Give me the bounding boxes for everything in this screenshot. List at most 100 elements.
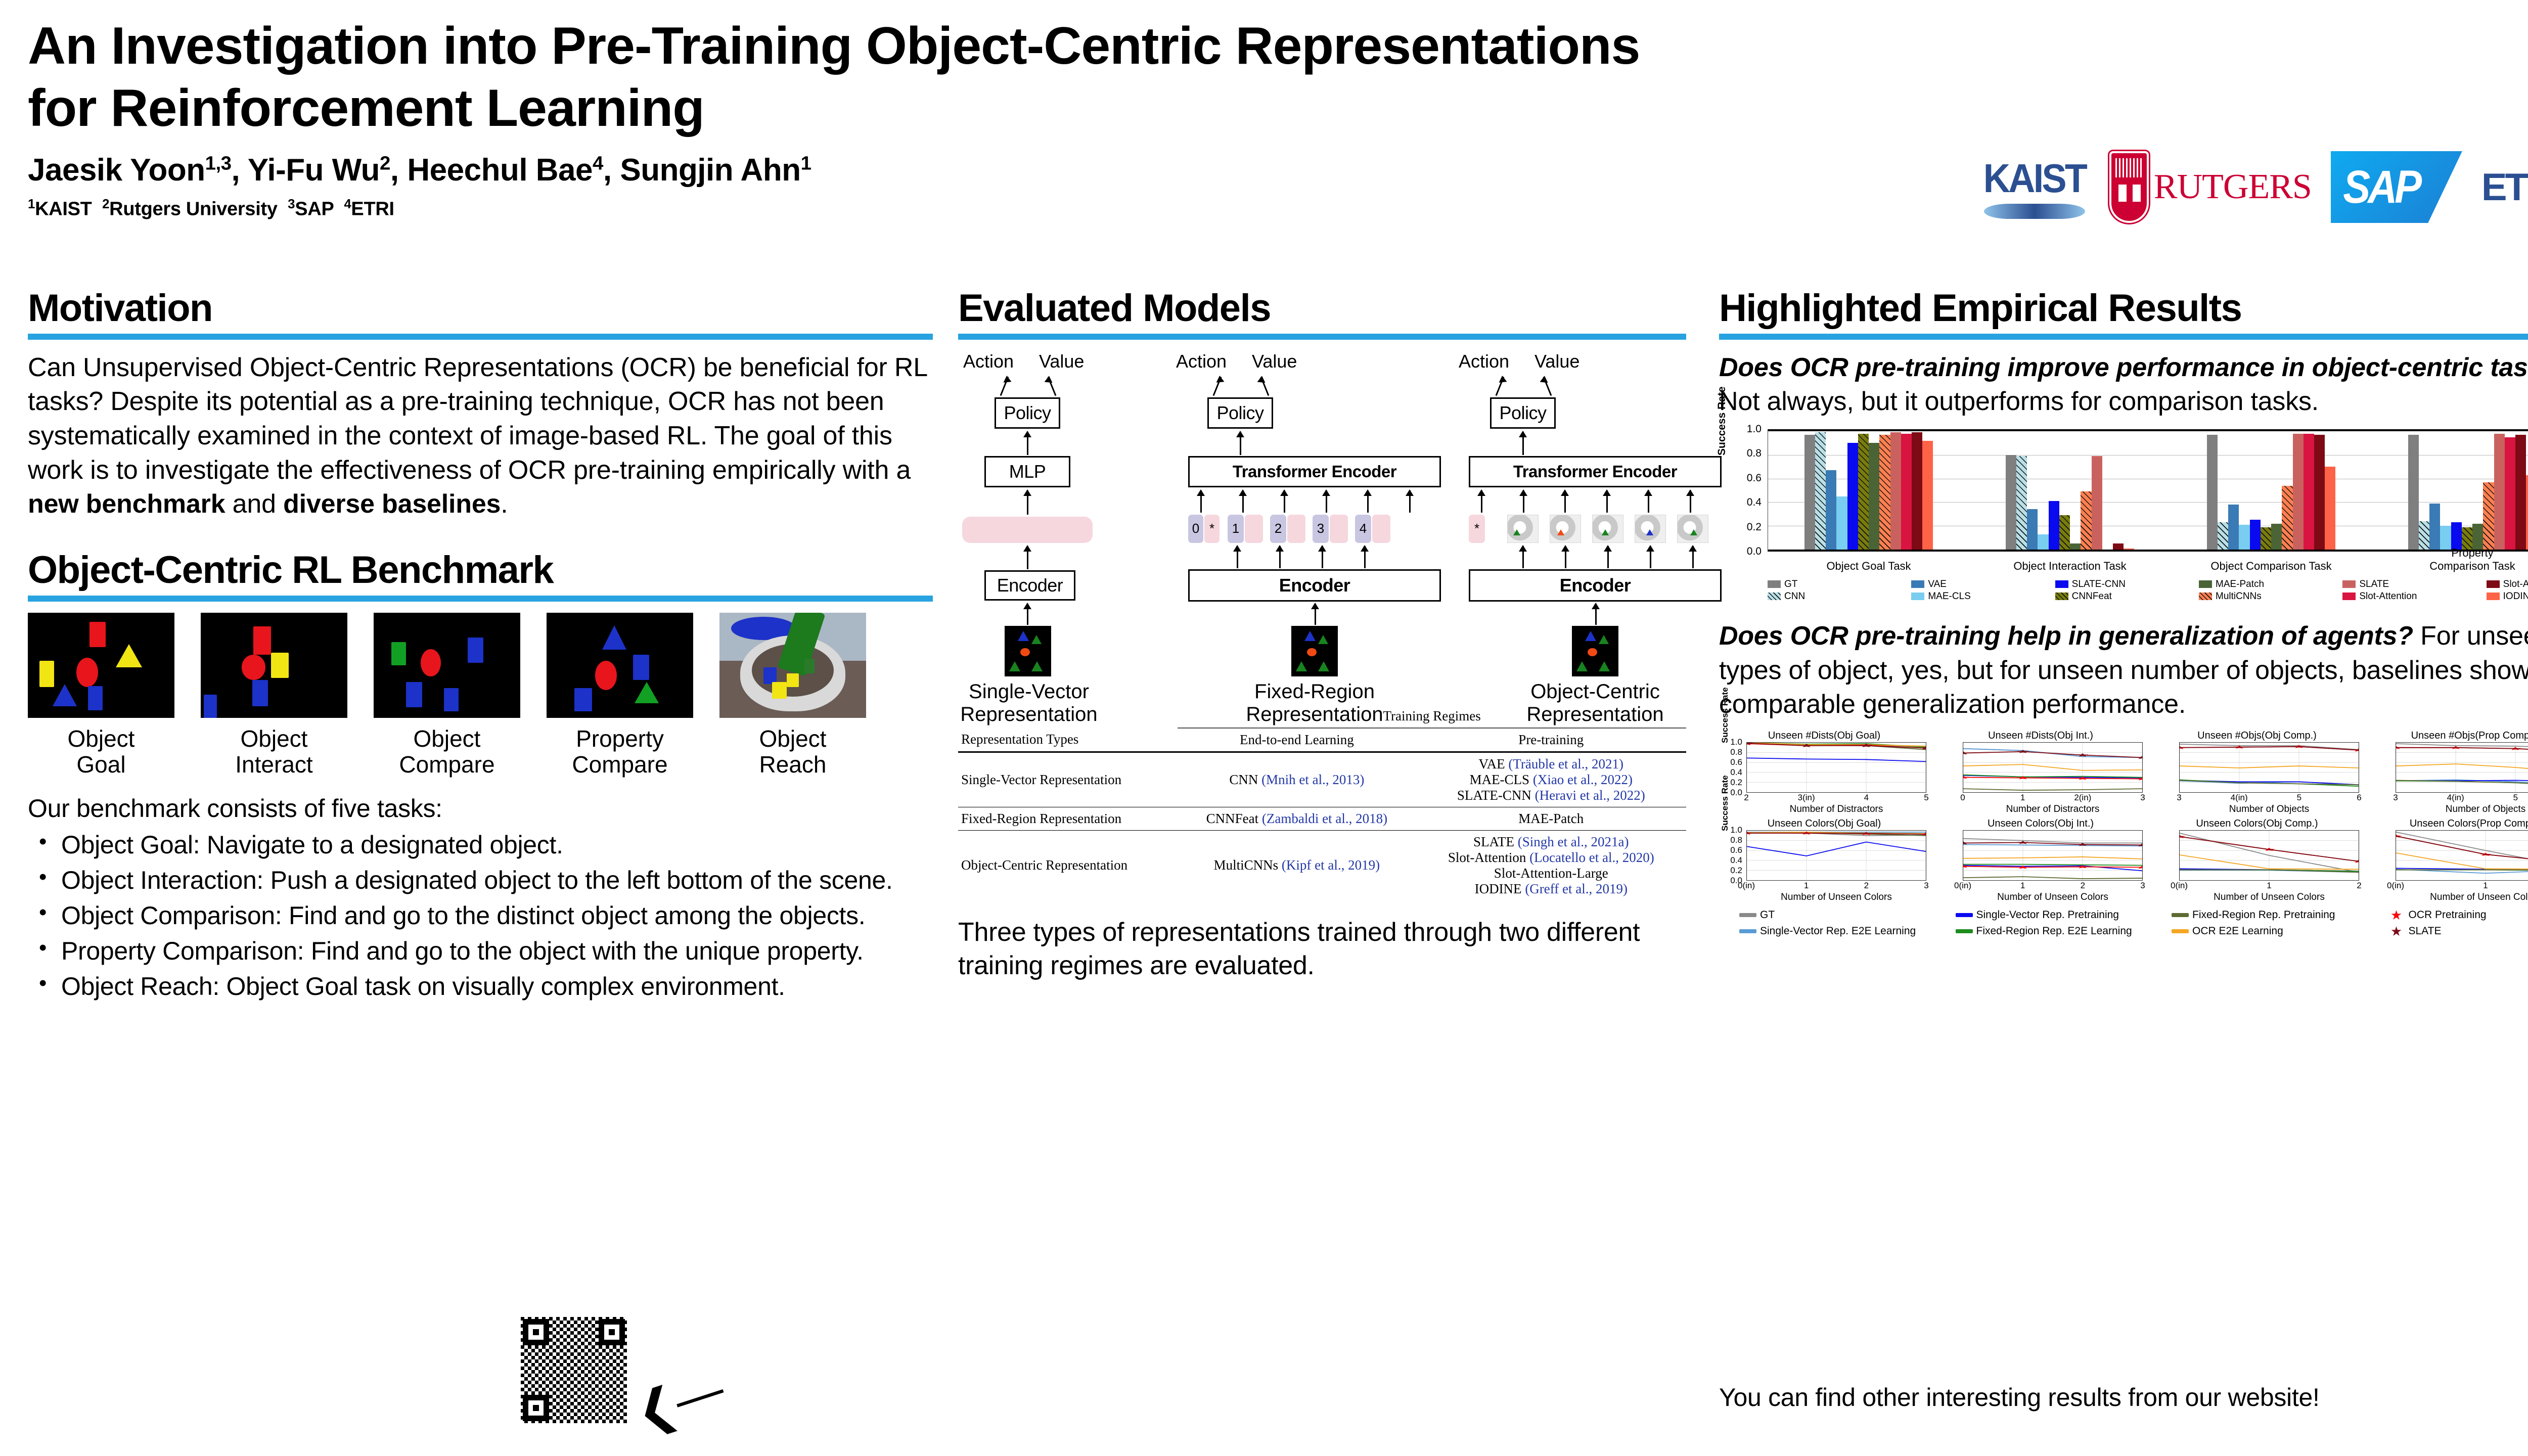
line-chart-xtick: 3 bbox=[2140, 880, 2145, 890]
arrow-icon bbox=[1406, 489, 1414, 513]
bar bbox=[2504, 437, 2515, 550]
arrow-icon bbox=[1318, 544, 1326, 568]
results-question-1: Does OCR pre-training improve performanc… bbox=[1719, 351, 2528, 419]
mlp-box: MLP bbox=[984, 456, 1070, 487]
legend-swatch bbox=[1739, 929, 1756, 933]
feature-token bbox=[1287, 514, 1305, 543]
row-label: Single-Vector Representation bbox=[961, 771, 1122, 787]
cell-pre: VAE (Träuble et al., 2021) MAE-CLS (Xiao … bbox=[1416, 752, 1686, 807]
arrow-icon bbox=[1023, 602, 1031, 625]
table-row: Fixed-Region Representation CNNFeat (Zam… bbox=[958, 807, 1686, 831]
benchmark-task-label: Property Compare bbox=[572, 725, 668, 778]
line-chart-plot bbox=[2396, 742, 2528, 793]
object-reach-scene-image bbox=[719, 612, 866, 718]
rutgers-logo: RUTGERS bbox=[2107, 150, 2312, 224]
line-chart-xtick: 3 bbox=[2177, 792, 2182, 802]
table-cell-entry: MAE-CLS (Xiao et al., 2022) bbox=[1469, 771, 1633, 787]
kaist-lens-shape bbox=[1983, 204, 2085, 219]
bar-chart-xtick: Object Interaction Task bbox=[2013, 559, 2127, 572]
line-chart-xlabel: Number of Distractors bbox=[2006, 803, 2100, 814]
bar bbox=[2451, 522, 2462, 550]
line-chart-xtick: 1 bbox=[1803, 880, 1809, 890]
legend-swatch bbox=[1739, 913, 1756, 917]
gridline bbox=[1768, 454, 2528, 456]
table-cell-entry: MAE-Patch bbox=[1518, 810, 1584, 826]
affiliation-list: 1KAIST 2Rutgers University 3SAP 4ETRI bbox=[28, 197, 394, 220]
legend-item: Fixed-Region Rep. Pretraining bbox=[2172, 909, 2383, 921]
benchmark-thumbnail-row: Object Goal Object Interact bbox=[28, 612, 933, 778]
section-rule-motivation bbox=[28, 333, 933, 340]
action-label: Action bbox=[1459, 350, 1510, 372]
line-chart-xlabel: Number of Objects bbox=[2445, 803, 2526, 814]
line-chart-xlabel: Number of Unseen Colors bbox=[1781, 891, 1892, 902]
transformer-encoder-box: Transformer Encoder bbox=[1188, 456, 1441, 487]
bar-chart-ytick: 1.0 bbox=[1746, 423, 1762, 435]
line-chart-ytick: 0.4 bbox=[1730, 767, 1742, 777]
bar-chart-ytick: 0.0 bbox=[1746, 545, 1762, 557]
bar bbox=[2282, 485, 2293, 550]
model-architecture-diagram: Action Value Policy MLP Encoder Single-Vecto… bbox=[958, 350, 1722, 725]
legend-item: CNNFeat bbox=[2055, 591, 2196, 602]
table-cell-entry: CNN (Mnih et al., 2013) bbox=[1229, 771, 1365, 787]
bar bbox=[2059, 515, 2070, 550]
legend-swatch bbox=[1768, 580, 1781, 588]
benchmark-task-label: Object Interact bbox=[235, 725, 313, 778]
property-compare-scene-image bbox=[547, 612, 693, 718]
gridline bbox=[1768, 502, 2528, 503]
cell-pre: SLATE (Singh et al., 2021a) Slot-Attentio… bbox=[1416, 830, 1686, 900]
legend-label: MAE-CLS bbox=[1928, 590, 1971, 602]
bar bbox=[2228, 505, 2239, 550]
bar bbox=[2081, 491, 2092, 550]
value-label: Value bbox=[1252, 350, 1297, 372]
bar-chart-wrap: Success Rate 0.0 0.2 0.4 0.6 0.8 1.0 Object Goa… bbox=[1716, 386, 2528, 602]
arrow-icon bbox=[1000, 376, 1009, 396]
position-token: 0 bbox=[1188, 514, 1203, 543]
legend-label: Fixed-Region Rep. E2E Learning bbox=[1976, 925, 2132, 937]
section-rule-benchmark bbox=[28, 595, 933, 602]
results-q2-answer: For unseen types of object, yes, but for… bbox=[1719, 621, 2528, 719]
results-question-2: Does OCR pre-training help in generaliza… bbox=[1719, 619, 2528, 722]
line-chart-0: Unseen #Dists(Obj Goal) Success Rate 0.0 0… bbox=[1719, 687, 1929, 816]
bar-chart-xtick: Object Goal Task bbox=[1826, 559, 1911, 572]
etri-logo: ETRI bbox=[2481, 165, 2528, 209]
bar-chart-ytick: 0.2 bbox=[1746, 521, 1762, 533]
bar-group bbox=[2206, 431, 2336, 550]
line-chart-ytick: 0.2 bbox=[1730, 777, 1742, 787]
row-label: Fixed-Region Representation bbox=[961, 810, 1122, 826]
position-token: 3 bbox=[1313, 514, 1329, 543]
benchmark-task-label: Object Goal bbox=[67, 725, 135, 778]
bar bbox=[1901, 433, 1912, 550]
bar bbox=[2526, 475, 2528, 550]
line-chart-title: Unseen #Dists(Obj Goal) bbox=[1768, 730, 1881, 741]
legend-swatch bbox=[1911, 580, 1925, 588]
regimes-table-element: Training Regimes Representation Types En… bbox=[958, 704, 1686, 900]
line-chart-title: Unseen Colors(Obj Goal) bbox=[1767, 817, 1881, 829]
arrow-icon bbox=[1322, 489, 1330, 513]
bar bbox=[2249, 520, 2261, 550]
rutgers-logo-text: RUTGERS bbox=[2153, 167, 2312, 206]
slot-representation-image bbox=[1507, 514, 1539, 543]
etri-logo-text-et: ET bbox=[2481, 165, 2528, 209]
encoder-box: Encoder bbox=[1188, 569, 1441, 602]
qr-code[interactable] bbox=[521, 1317, 627, 1423]
arrow-icon bbox=[1361, 544, 1369, 568]
arrow-icon bbox=[1592, 602, 1600, 625]
object-goal-scene-image bbox=[28, 612, 174, 718]
list-item: Object Interaction: Push a designated ob… bbox=[39, 862, 933, 897]
citation: (Zambaldi et al., 2018) bbox=[1261, 810, 1388, 826]
bar bbox=[2271, 523, 2282, 550]
sap-logo: SAP bbox=[2330, 151, 2462, 223]
bar bbox=[1911, 432, 1923, 550]
line-chart-xtick: 2 bbox=[2357, 880, 2362, 890]
benchmark-task-object-goal: Object Goal bbox=[28, 612, 174, 778]
bar-group bbox=[2408, 431, 2528, 550]
results-q1-answer: Not always, but it outperforms for compa… bbox=[1719, 387, 2319, 417]
etri-logo-text-r: R bbox=[2526, 165, 2528, 209]
legend-item: MAE-CLS bbox=[1911, 591, 2052, 602]
line-chart-xtick: 0(in) bbox=[2170, 880, 2188, 890]
legend-label: MAE-Patch bbox=[2216, 578, 2265, 589]
arrow-icon bbox=[1233, 544, 1241, 568]
col-header-e2e: End-to-end Learning bbox=[1240, 732, 1354, 747]
table-cell-entry: SLATE (Singh et al., 2021a) bbox=[1473, 834, 1629, 849]
legend-star-icon: ★ bbox=[2390, 907, 2403, 923]
